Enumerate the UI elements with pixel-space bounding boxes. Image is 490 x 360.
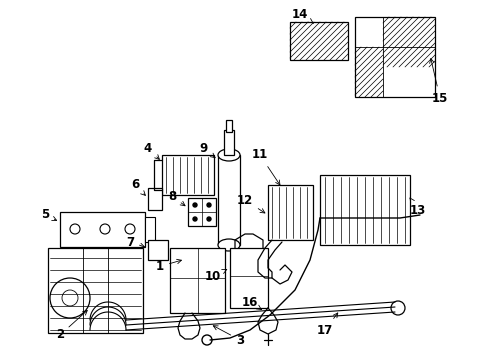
Text: 1: 1 (156, 259, 181, 273)
Text: 5: 5 (41, 208, 57, 221)
Bar (320, 175, 410, 245)
Bar (60, 212, 145, 247)
Bar (268, 185, 313, 240)
Text: 10: 10 (205, 270, 227, 283)
Bar (170, 248, 225, 313)
Text: 7: 7 (126, 235, 145, 248)
Text: 9: 9 (199, 141, 215, 158)
Text: 6: 6 (131, 179, 146, 195)
Bar (48, 248, 143, 333)
Text: 2: 2 (56, 310, 87, 342)
Text: 4: 4 (144, 141, 159, 159)
Text: 15: 15 (430, 59, 448, 104)
Ellipse shape (218, 149, 240, 161)
Text: 14: 14 (292, 8, 313, 23)
Bar (226, 120, 232, 132)
Bar (218, 155, 240, 245)
Text: 11: 11 (252, 148, 280, 185)
Text: 13: 13 (410, 198, 426, 216)
Bar (162, 155, 214, 195)
Bar (355, 17, 435, 97)
Circle shape (193, 203, 197, 207)
Ellipse shape (218, 239, 240, 251)
Bar (230, 248, 268, 308)
Text: 8: 8 (168, 189, 185, 206)
Circle shape (193, 217, 197, 221)
Bar (188, 198, 216, 226)
Circle shape (207, 217, 211, 221)
Bar (148, 188, 162, 210)
Bar (145, 217, 155, 242)
Bar (290, 22, 348, 60)
Text: 17: 17 (317, 313, 338, 337)
Bar (224, 130, 234, 155)
Text: 3: 3 (213, 326, 244, 346)
Bar (148, 240, 168, 260)
Text: 12: 12 (237, 194, 265, 213)
Circle shape (207, 203, 211, 207)
Text: 16: 16 (242, 296, 261, 310)
